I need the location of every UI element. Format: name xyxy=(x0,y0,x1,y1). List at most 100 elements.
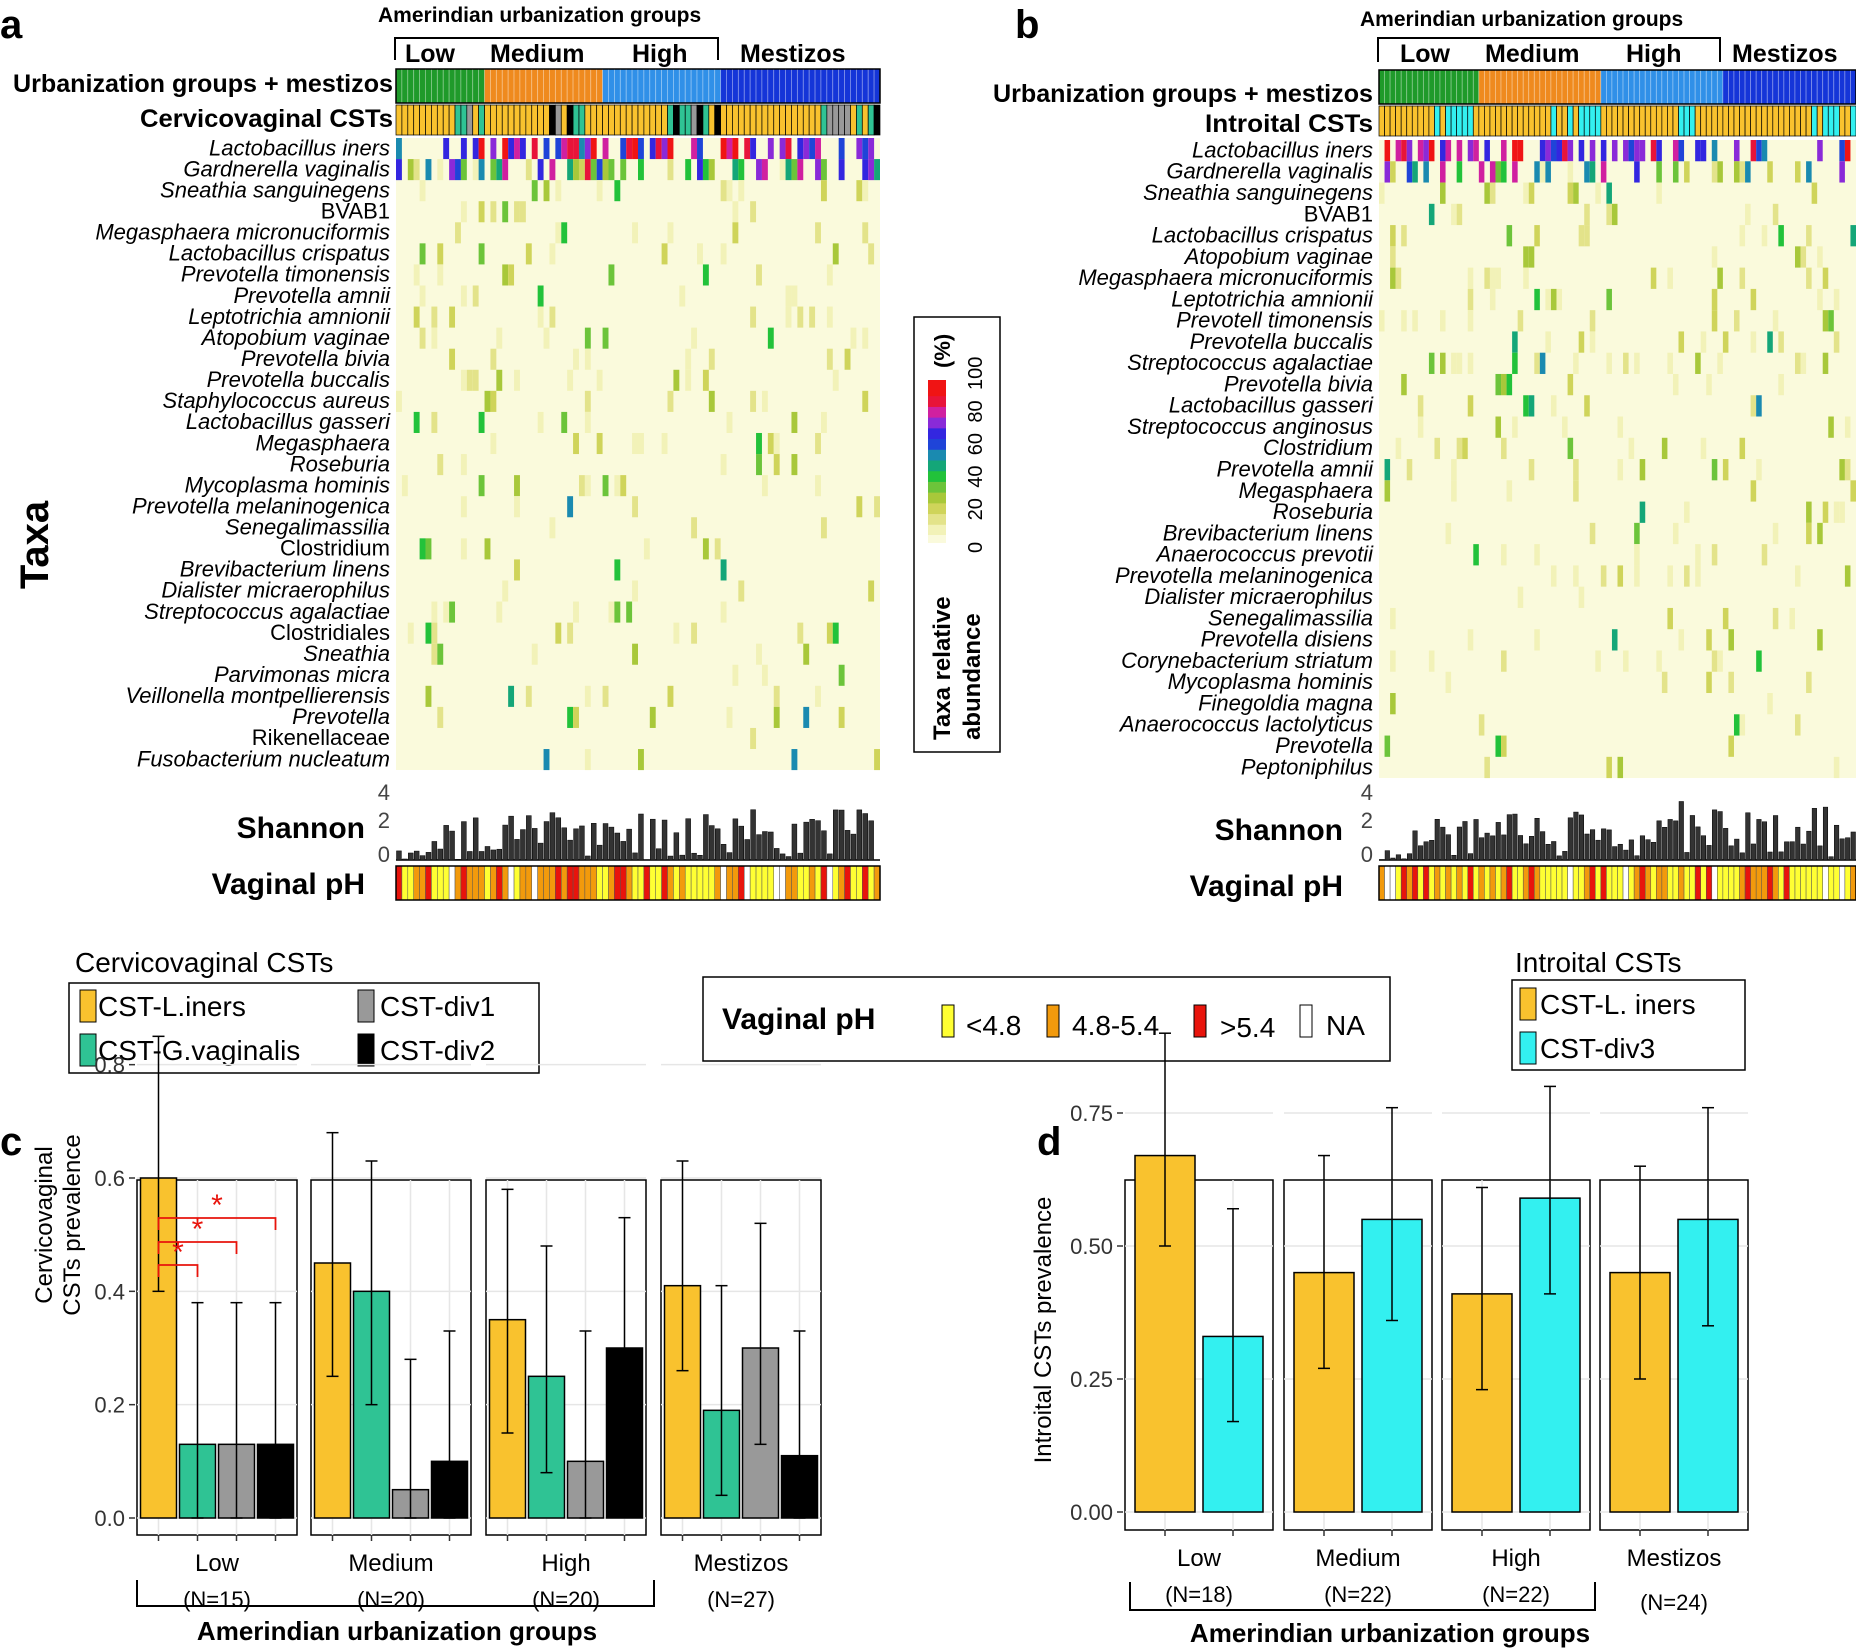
legend-ph-swatch-na xyxy=(1299,1004,1313,1038)
heatmap-cell xyxy=(638,432,644,455)
shannon-bar xyxy=(638,813,644,861)
urbanization-cell xyxy=(501,68,509,104)
cst-cell xyxy=(466,104,474,136)
cst-cell xyxy=(1683,105,1690,137)
urbanization-cell xyxy=(1705,69,1713,105)
heatmap-cell xyxy=(726,706,733,728)
ph-cell xyxy=(649,865,656,901)
heatmap-cell xyxy=(1656,140,1662,162)
urbanization-cell xyxy=(1789,69,1796,105)
heatmap-cell xyxy=(1384,735,1391,757)
heatmap-cell xyxy=(649,138,656,160)
ph-cell xyxy=(655,865,662,901)
heatmap-cell xyxy=(1567,437,1574,460)
ph-cell xyxy=(808,865,816,901)
heatmap-cell xyxy=(484,538,491,560)
shannon-bar xyxy=(1506,814,1512,861)
urbanization-cell xyxy=(714,68,722,104)
heatmap-cell xyxy=(455,222,461,244)
heatmap-cell xyxy=(1661,671,1668,694)
shannon-bar xyxy=(591,823,597,861)
cst-cell xyxy=(1411,105,1419,137)
legend-cv-box xyxy=(68,982,540,1074)
shannon-bar xyxy=(514,839,520,861)
heatmap-cell xyxy=(1390,225,1396,247)
heatmap-cell xyxy=(732,159,739,181)
heatmap-cell xyxy=(1401,310,1407,332)
heatmap-cell xyxy=(407,159,414,181)
heatmap-cell xyxy=(1495,161,1502,183)
ph-cell xyxy=(726,865,733,901)
heatmap-cell xyxy=(1706,671,1712,694)
ph-cell xyxy=(1400,865,1407,901)
urbanization-cell xyxy=(1694,69,1702,105)
heatmap-cell xyxy=(649,706,656,728)
cst-cell xyxy=(661,104,668,136)
shannon-bar xyxy=(738,825,744,861)
heatmap-cell xyxy=(1440,161,1446,183)
ph-cell xyxy=(1772,865,1779,901)
heatmap-cell xyxy=(1756,650,1762,672)
y-tick-label: 0.0 xyxy=(94,1506,125,1531)
legend-in-swatch-l-iners xyxy=(1519,987,1537,1021)
heatmap-cell xyxy=(1739,225,1746,247)
taxon-label: BVAB1 xyxy=(321,198,390,223)
ph-cell xyxy=(490,865,497,901)
heatmap-cell xyxy=(809,138,816,160)
heatmap-cell xyxy=(732,664,739,686)
urbanization-cell xyxy=(572,68,580,104)
heatmap-cell xyxy=(573,348,579,370)
cst-cell xyxy=(655,104,662,136)
heatmap-cell xyxy=(1467,352,1474,374)
ph-cell xyxy=(537,865,544,901)
cst-cell xyxy=(1789,105,1796,137)
panel-a-group-low: Low xyxy=(405,40,456,68)
shannon-bar xyxy=(461,821,467,861)
ph-cell xyxy=(1412,865,1419,901)
ph-cell xyxy=(620,865,627,901)
taxon-label: Fusobacterium nucleatum xyxy=(137,746,390,771)
heatmap-cell xyxy=(1473,544,1479,566)
heatmap-cell xyxy=(1822,352,1829,374)
heatmap-cell xyxy=(596,180,603,202)
shannon-bar xyxy=(1723,828,1729,861)
shannon-bar xyxy=(1673,820,1679,861)
ph-cell xyxy=(708,865,715,901)
heatmap-cell xyxy=(820,517,827,539)
heatmap-cell xyxy=(578,475,585,497)
ph-cell xyxy=(1450,865,1457,901)
urbanization-cell xyxy=(401,68,409,104)
colorbar-ticks: 0 20 40 60 80 100 xyxy=(965,357,987,553)
shannon-bar xyxy=(655,848,662,861)
urbanization-cell xyxy=(732,68,739,104)
cst-cell xyxy=(448,104,456,136)
urbanization-cell xyxy=(631,68,639,104)
urbanization-cell xyxy=(1495,69,1502,105)
heatmap-cell xyxy=(1767,693,1773,715)
panel-c-ylabel-2: CSTs prevalence xyxy=(59,1134,86,1315)
shannon-bar xyxy=(1467,853,1474,861)
cst-cell xyxy=(1423,105,1430,137)
heatmap-cell xyxy=(413,411,420,433)
shannon-bar xyxy=(1795,826,1801,861)
heatmap-cell xyxy=(1806,267,1812,289)
shannon-bar xyxy=(1734,838,1740,861)
heatmap-cell xyxy=(490,159,497,181)
ph-cell xyxy=(755,865,763,901)
cst-cell xyxy=(1761,105,1768,137)
heatmap-cell xyxy=(1578,331,1585,353)
legend-ph-swatch-high xyxy=(1193,1004,1207,1038)
heatmap-cell xyxy=(1711,161,1718,183)
heatmap-cell xyxy=(1428,650,1435,672)
taxon-label: Clostridium xyxy=(280,536,390,561)
heatmap-cell xyxy=(862,222,869,244)
taxon-label: Atopobium vaginae xyxy=(200,325,390,350)
panel-d-ylabel: Introital CSTs prevalence xyxy=(1030,1197,1057,1464)
heatmap-cell xyxy=(1639,501,1646,523)
legend-ph-mid: 4.8-5.4 xyxy=(1072,1010,1159,1041)
ph-cell xyxy=(862,865,869,901)
heatmap-cell xyxy=(502,159,509,181)
y-tick-label: 0.8 xyxy=(94,1053,125,1078)
taxon-label: Streptococcus agalactiae xyxy=(1127,350,1373,375)
legend-ph-low: <4.8 xyxy=(966,1010,1021,1041)
